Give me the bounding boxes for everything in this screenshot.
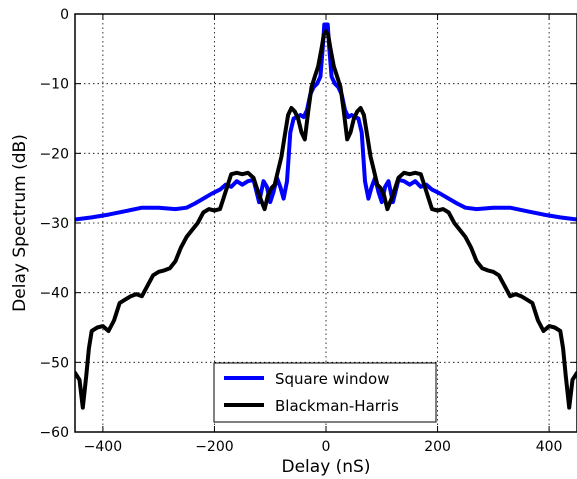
x-tick-label: 400 — [536, 439, 563, 455]
series-layer — [75, 22, 577, 410]
legend-label-blackman-harris: Blackman-Harris — [275, 397, 399, 415]
legend-box — [213, 362, 437, 423]
legend-label-square-window: Square window — [275, 370, 390, 388]
series-line-blackman-harris — [75, 29, 577, 410]
series-line-square-window — [75, 22, 577, 222]
y-tick-label: −40 — [39, 286, 69, 302]
x-tick-label: −200 — [195, 439, 233, 455]
y-axis-title: Delay Spectrum (dB) — [10, 134, 30, 312]
y-tick-label: −60 — [39, 425, 69, 441]
y-tick-label: 0 — [60, 7, 69, 23]
y-tick-label: −10 — [39, 77, 69, 93]
legend: Square window Blackman-Harris — [213, 362, 437, 423]
y-tick-label: −30 — [39, 216, 69, 232]
x-tick-label: 200 — [424, 439, 451, 455]
x-tick-label: 0 — [322, 439, 331, 455]
ticks: −400 −200 0 200 400 0 −10 −20 −30 −40 −50 −60 — [39, 7, 577, 455]
y-tick-label: −20 — [39, 146, 69, 162]
y-tick-label: −50 — [39, 355, 69, 371]
x-axis-title: Delay (nS) — [282, 457, 371, 477]
x-tick-label: −400 — [84, 439, 122, 455]
